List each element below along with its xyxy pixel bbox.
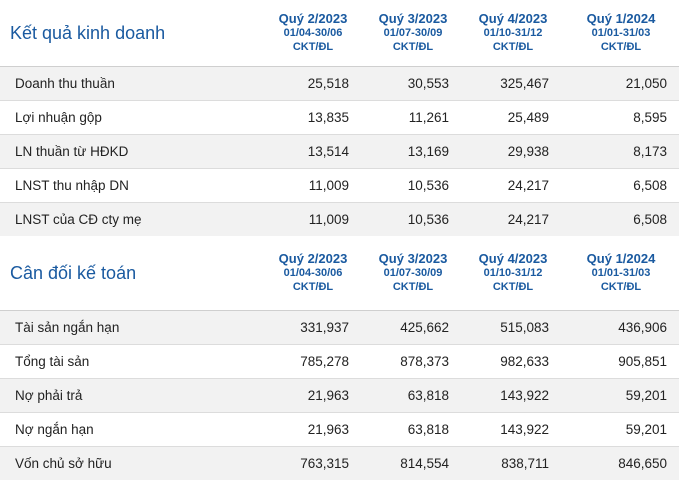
- period-range: 01/01-31/03: [563, 267, 679, 281]
- row-value: 11,009: [263, 203, 363, 237]
- period-unit: CKT/ĐL: [563, 281, 679, 295]
- period-quarter: Quý 3/2023: [363, 11, 463, 27]
- row-label: Lợi nhuận gộp: [0, 101, 263, 135]
- period-range: 01/04-30/06: [263, 27, 363, 41]
- row-value: 143,922: [463, 379, 563, 413]
- row-value: 6,508: [563, 203, 679, 237]
- row-value: 13,169: [363, 135, 463, 169]
- balance-header-row: Cân đối kế toán Quý 2/2023 01/04-30/06 C…: [0, 236, 679, 311]
- income-period-header: Quý 2/2023 01/04-30/06 CKT/ĐL: [263, 0, 363, 67]
- row-value: 8,595: [563, 101, 679, 135]
- row-value: 63,818: [363, 413, 463, 447]
- row-value: 905,851: [563, 345, 679, 379]
- period-unit: CKT/ĐL: [263, 281, 363, 295]
- row-value: 331,937: [263, 311, 363, 345]
- row-value: 59,201: [563, 413, 679, 447]
- row-value: 21,050: [563, 67, 679, 101]
- income-period-header: Quý 4/2023 01/10-31/12 CKT/ĐL: [463, 0, 563, 67]
- period-range: 01/04-30/06: [263, 267, 363, 281]
- table-row: Tài sản ngắn hạn 331,937 425,662 515,083…: [0, 311, 679, 345]
- table-row: LNST thu nhập DN 11,009 10,536 24,217 6,…: [0, 169, 679, 203]
- period-quarter: Quý 2/2023: [263, 251, 363, 267]
- row-value: 436,906: [563, 311, 679, 345]
- period-range: 01/07-30/09: [363, 267, 463, 281]
- row-value: 425,662: [363, 311, 463, 345]
- balance-period-header: Quý 3/2023 01/07-30/09 CKT/ĐL: [363, 236, 463, 311]
- row-value: 838,711: [463, 447, 563, 480]
- row-label: Doanh thu thuần: [0, 67, 263, 101]
- period-unit: CKT/ĐL: [463, 281, 563, 295]
- row-value: 8,173: [563, 135, 679, 169]
- table-row: Vốn chủ sở hữu 763,315 814,554 838,711 8…: [0, 447, 679, 480]
- period-range: 01/01-31/03: [563, 27, 679, 41]
- row-value: 24,217: [463, 169, 563, 203]
- table-row: Nợ phải trả 21,963 63,818 143,922 59,201: [0, 379, 679, 413]
- period-quarter: Quý 4/2023: [463, 11, 563, 27]
- period-range: 01/10-31/12: [463, 267, 563, 281]
- row-value: 982,633: [463, 345, 563, 379]
- row-value: 785,278: [263, 345, 363, 379]
- period-range: 01/10-31/12: [463, 27, 563, 41]
- row-value: 30,553: [363, 67, 463, 101]
- period-quarter: Quý 1/2024: [563, 11, 679, 27]
- row-value: 24,217: [463, 203, 563, 237]
- income-section-title: Kết quả kinh doanh: [0, 0, 263, 67]
- period-unit: CKT/ĐL: [363, 41, 463, 55]
- row-value: 325,467: [463, 67, 563, 101]
- income-header-row: Kết quả kinh doanh Quý 2/2023 01/04-30/0…: [0, 0, 679, 67]
- table-row: Nợ ngắn hạn 21,963 63,818 143,922 59,201: [0, 413, 679, 447]
- balance-section-title: Cân đối kế toán: [0, 236, 263, 311]
- row-value: 763,315: [263, 447, 363, 480]
- balance-period-header: Quý 4/2023 01/10-31/12 CKT/ĐL: [463, 236, 563, 311]
- row-value: 59,201: [563, 379, 679, 413]
- period-range: 01/07-30/09: [363, 27, 463, 41]
- period-quarter: Quý 3/2023: [363, 251, 463, 267]
- period-quarter: Quý 1/2024: [563, 251, 679, 267]
- row-label: LNST thu nhập DN: [0, 169, 263, 203]
- row-label: LN thuần từ HĐKD: [0, 135, 263, 169]
- row-label: Tổng tài sản: [0, 345, 263, 379]
- row-value: 814,554: [363, 447, 463, 480]
- row-value: 10,536: [363, 169, 463, 203]
- period-quarter: Quý 2/2023: [263, 11, 363, 27]
- row-value: 10,536: [363, 203, 463, 237]
- row-value: 878,373: [363, 345, 463, 379]
- balance-period-header: Quý 2/2023 01/04-30/06 CKT/ĐL: [263, 236, 363, 311]
- row-value: 21,963: [263, 379, 363, 413]
- row-value: 25,518: [263, 67, 363, 101]
- row-value: 143,922: [463, 413, 563, 447]
- income-period-header: Quý 1/2024 01/01-31/03 CKT/ĐL: [563, 0, 679, 67]
- income-period-header: Quý 3/2023 01/07-30/09 CKT/ĐL: [363, 0, 463, 67]
- row-value: 13,514: [263, 135, 363, 169]
- table-row: Doanh thu thuần 25,518 30,553 325,467 21…: [0, 67, 679, 101]
- period-quarter: Quý 4/2023: [463, 251, 563, 267]
- balance-period-header: Quý 1/2024 01/01-31/03 CKT/ĐL: [563, 236, 679, 311]
- period-unit: CKT/ĐL: [463, 41, 563, 55]
- row-label: LNST của CĐ cty mẹ: [0, 203, 263, 237]
- row-value: 846,650: [563, 447, 679, 480]
- row-value: 21,963: [263, 413, 363, 447]
- period-unit: CKT/ĐL: [363, 281, 463, 295]
- table-row: Tổng tài sản 785,278 878,373 982,633 905…: [0, 345, 679, 379]
- row-label: Nợ phải trả: [0, 379, 263, 413]
- row-value: 63,818: [363, 379, 463, 413]
- table-row: LN thuần từ HĐKD 13,514 13,169 29,938 8,…: [0, 135, 679, 169]
- row-label: Vốn chủ sở hữu: [0, 447, 263, 480]
- row-value: 29,938: [463, 135, 563, 169]
- period-unit: CKT/ĐL: [263, 41, 363, 55]
- row-label: Nợ ngắn hạn: [0, 413, 263, 447]
- row-value: 11,261: [363, 101, 463, 135]
- period-unit: CKT/ĐL: [563, 41, 679, 55]
- row-value: 11,009: [263, 169, 363, 203]
- table-row: Lợi nhuận gộp 13,835 11,261 25,489 8,595: [0, 101, 679, 135]
- row-value: 6,508: [563, 169, 679, 203]
- row-value: 13,835: [263, 101, 363, 135]
- row-value: 515,083: [463, 311, 563, 345]
- table-row: LNST của CĐ cty mẹ 11,009 10,536 24,217 …: [0, 203, 679, 237]
- row-value: 25,489: [463, 101, 563, 135]
- row-label: Tài sản ngắn hạn: [0, 311, 263, 345]
